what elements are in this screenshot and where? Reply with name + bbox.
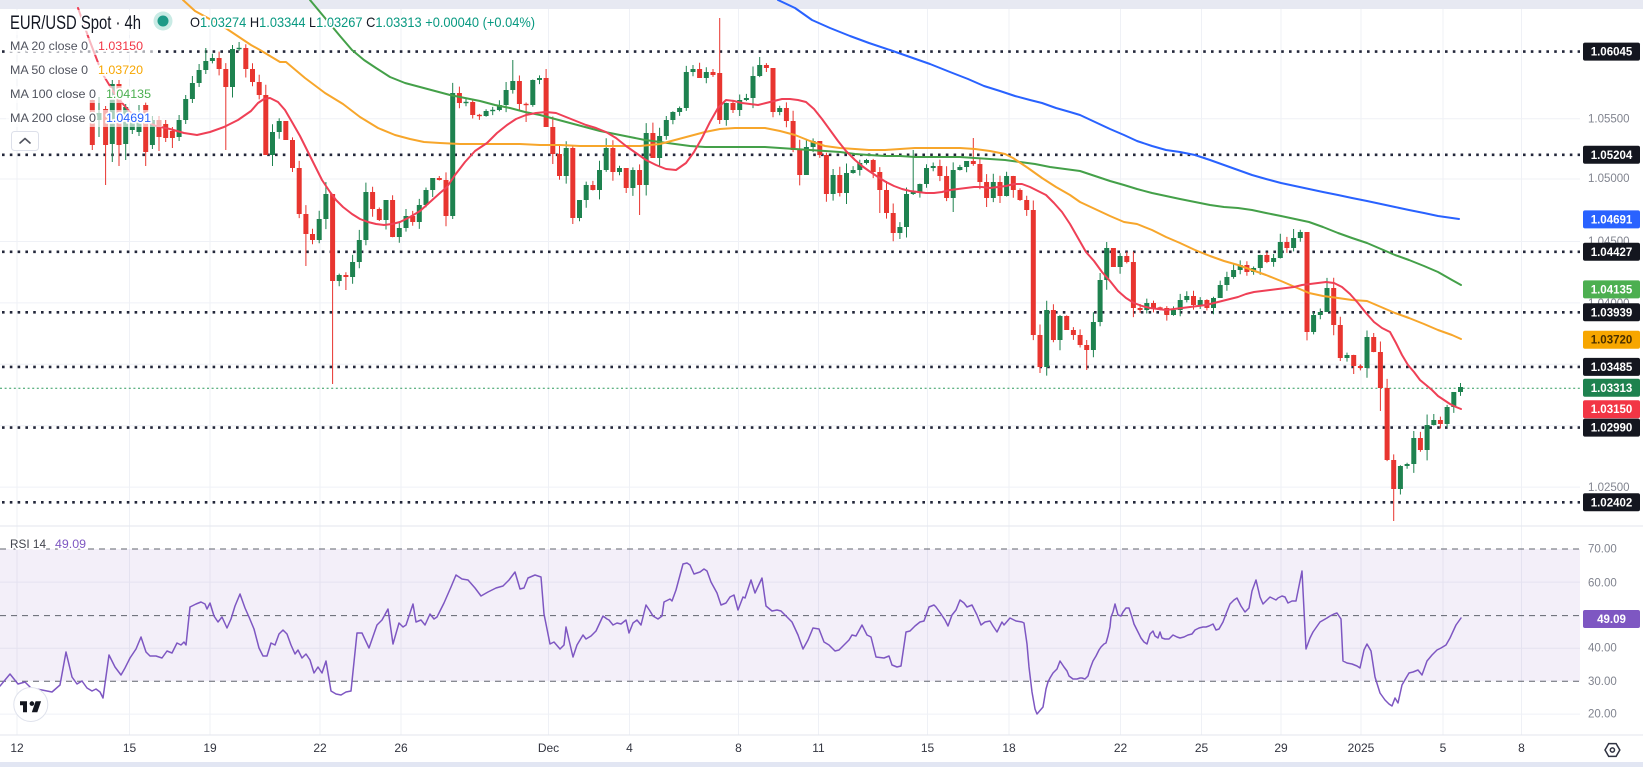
svg-text:MA 100 close 0: MA 100 close 0 — [10, 87, 96, 101]
svg-text:1.04691: 1.04691 — [1591, 214, 1633, 226]
svg-text:25: 25 — [1195, 741, 1209, 755]
svg-text:O1.03274 H1.03344 L1.03267 C1.: O1.03274 H1.03344 L1.03267 C1.03313 +0.0… — [190, 14, 535, 30]
svg-text:EUR/USD Spot · 4h: EUR/USD Spot · 4h — [10, 13, 141, 34]
svg-text:MA 50 close 0: MA 50 close 0 — [10, 63, 88, 77]
svg-text:1.03720: 1.03720 — [98, 63, 143, 77]
svg-text:49.09: 49.09 — [55, 537, 86, 551]
svg-text:20.00: 20.00 — [1588, 709, 1617, 721]
svg-text:1.04135: 1.04135 — [1591, 284, 1633, 296]
svg-text:11: 11 — [812, 741, 825, 755]
svg-text:15: 15 — [123, 741, 137, 755]
svg-text:22: 22 — [313, 741, 327, 755]
svg-text:15: 15 — [921, 741, 935, 755]
svg-text:1.03485: 1.03485 — [1591, 362, 1633, 374]
svg-text:1.03150: 1.03150 — [98, 39, 143, 53]
svg-text:18: 18 — [1002, 741, 1016, 755]
svg-text:70.00: 70.00 — [1588, 544, 1617, 556]
svg-text:1.05000: 1.05000 — [1588, 173, 1630, 185]
svg-text:2025: 2025 — [1348, 741, 1375, 755]
svg-text:8: 8 — [735, 741, 742, 755]
svg-text:8: 8 — [1518, 741, 1525, 755]
svg-text:1.04135: 1.04135 — [106, 87, 151, 101]
svg-text:MA 200 close 0: MA 200 close 0 — [10, 111, 96, 125]
svg-text:19: 19 — [203, 741, 217, 755]
svg-text:1.04691: 1.04691 — [106, 111, 151, 125]
svg-text:4: 4 — [626, 741, 633, 755]
svg-text:1.03150: 1.03150 — [1591, 404, 1633, 416]
svg-text:30.00: 30.00 — [1588, 676, 1617, 688]
svg-text:1.02500: 1.02500 — [1588, 482, 1630, 494]
svg-text:26: 26 — [394, 741, 408, 755]
svg-text:29: 29 — [1274, 741, 1288, 755]
svg-text:1.03939: 1.03939 — [1591, 307, 1633, 319]
svg-text:1.06045: 1.06045 — [1591, 47, 1633, 59]
svg-text:40.00: 40.00 — [1588, 642, 1617, 654]
svg-text:12: 12 — [10, 741, 24, 755]
svg-text:49.09: 49.09 — [1597, 614, 1626, 626]
svg-text:1.05500: 1.05500 — [1588, 114, 1630, 126]
svg-text:1.02402: 1.02402 — [1591, 497, 1633, 509]
svg-text:1.03720: 1.03720 — [1591, 335, 1633, 347]
svg-text:RSI 14: RSI 14 — [10, 537, 46, 551]
svg-text:22: 22 — [1114, 741, 1128, 755]
svg-text:Dec: Dec — [538, 741, 559, 755]
svg-text:MA 20 close 0: MA 20 close 0 — [10, 39, 88, 53]
svg-text:1.05204: 1.05204 — [1591, 150, 1633, 162]
svg-text:1.04427: 1.04427 — [1591, 247, 1633, 259]
svg-text:1.03313: 1.03313 — [1591, 383, 1633, 395]
svg-text:5: 5 — [1440, 741, 1447, 755]
svg-text:60.00: 60.00 — [1588, 578, 1617, 590]
svg-text:1.02990: 1.02990 — [1591, 423, 1633, 435]
